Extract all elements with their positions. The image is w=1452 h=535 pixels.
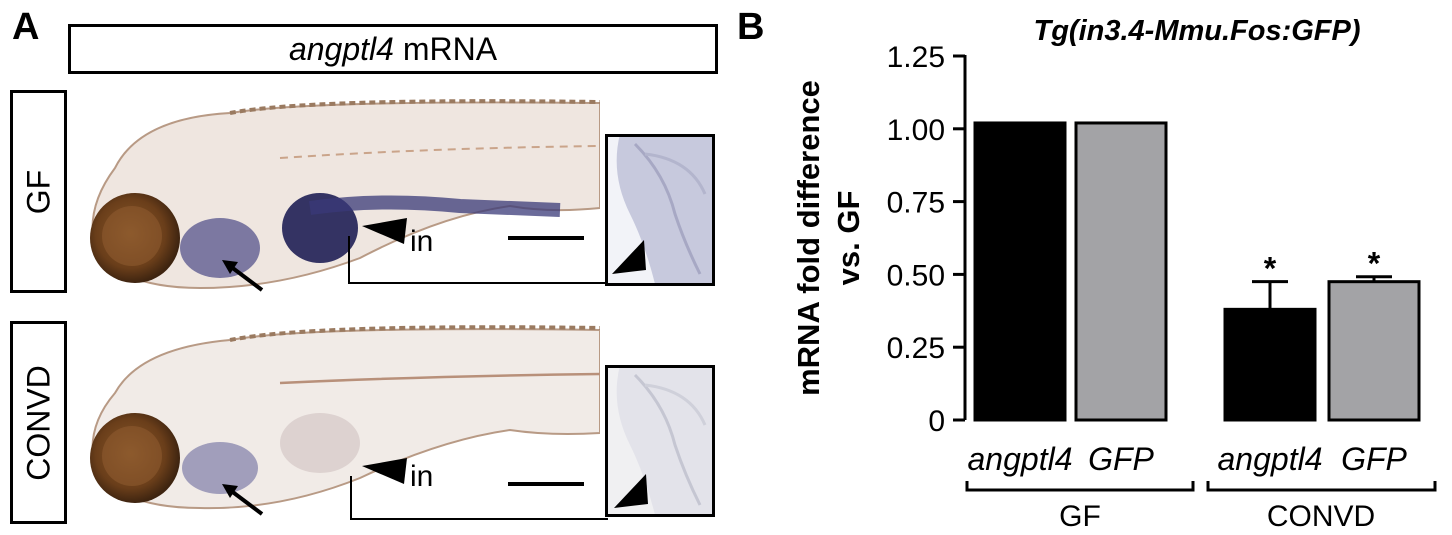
y-tick-label-2: 0.75	[887, 187, 945, 220]
marker-arrow-convd	[222, 484, 264, 516]
y-tick-label-0: 1.25	[887, 41, 945, 74]
panel-a-letter: A	[12, 6, 40, 48]
row-label-gf: GF	[10, 90, 67, 293]
panel-a-header: angptl4 mRNA	[68, 24, 718, 74]
group-label-1: CONVD	[1267, 500, 1375, 533]
inset-bracket-gf	[348, 236, 608, 284]
group-bracket-0	[965, 481, 1195, 492]
group-label-0: GF	[1059, 500, 1101, 533]
scale-bar-convd	[508, 482, 584, 486]
panel-b-letter: B	[737, 6, 765, 48]
significance-marker-2: *	[1264, 251, 1277, 287]
inset-arrowhead-convd	[614, 474, 648, 508]
larva-image-convd	[90, 325, 600, 510]
arrowhead-intestine-convd	[362, 458, 407, 484]
header-gene-name: angptl4	[288, 30, 394, 67]
row-label-convd: CONVD	[10, 321, 67, 524]
arrowhead-intestine-gf	[362, 218, 407, 244]
row-label-convd-text: CONVD	[20, 364, 56, 481]
intestine-label-gf: in	[410, 225, 434, 258]
y-tick-label-3: 0.50	[887, 259, 945, 292]
y-tick-label-1: 1.00	[887, 114, 945, 147]
chart-title: Tg(in3.4-Mmu.Fos:GFP)	[1033, 15, 1360, 47]
x-category-label-2: angptl4	[1218, 441, 1323, 477]
inset-image-convd	[605, 365, 715, 517]
bar-2	[1223, 307, 1317, 422]
inset-bracket-convd	[350, 476, 608, 520]
x-category-label-1: GFP	[1088, 441, 1154, 477]
bar-chart: Tg(in3.4-Mmu.Fos:GFP) mRNA fold differen…	[791, 15, 1437, 533]
x-category-label-3: GFP	[1341, 441, 1407, 477]
y-axis-title-line2: vs. GF	[831, 191, 866, 286]
marker-arrow-gf	[222, 260, 264, 292]
larva-image-gf	[90, 99, 600, 290]
x-category-label-0: angptl4	[968, 441, 1073, 477]
intestine-label-convd: in	[410, 460, 434, 493]
y-tick-label-4: 0.25	[887, 332, 945, 365]
bar-3	[1327, 280, 1421, 422]
y-axis-title-line1: mRNA fold difference	[791, 80, 826, 396]
bar-0	[973, 121, 1067, 422]
y-axis-title: mRNA fold difference vs. GF	[791, 80, 866, 396]
inset-image-gf	[605, 134, 715, 286]
group-bracket-1	[1206, 481, 1437, 492]
y-tick-label-5: 0	[928, 405, 945, 438]
header-suffix: mRNA	[393, 30, 498, 67]
bar-1	[1074, 121, 1168, 422]
scale-bar-gf	[508, 236, 584, 240]
row-label-gf-text: GF	[20, 169, 56, 214]
inset-arrowhead-gf	[612, 240, 646, 274]
significance-marker-3: *	[1368, 246, 1381, 282]
